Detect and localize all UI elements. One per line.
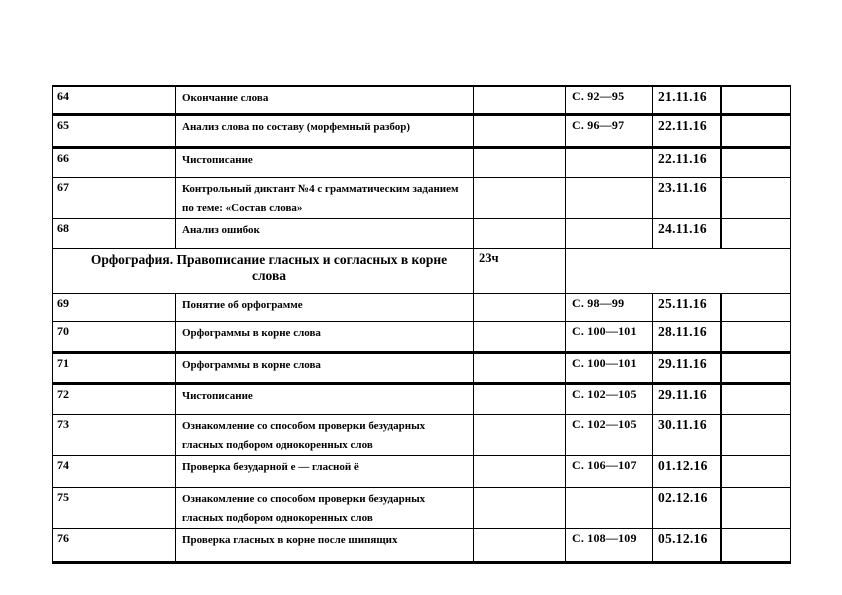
lesson-topic-cell: Анализ ошибок: [175, 217, 474, 249]
notes-empty-cell: [473, 217, 566, 249]
actual-date-empty-cell: [720, 145, 791, 178]
lesson-topic-cell: Ознакомление со способом проверки безуда…: [175, 486, 474, 529]
textbook-pages-cell: С. 92—95: [565, 85, 653, 115]
notes-empty-cell: [473, 85, 566, 115]
notes-empty-cell: [473, 112, 566, 148]
lesson-number-cell: 73: [52, 413, 176, 456]
lesson-topic-cell: Чистописание: [175, 145, 474, 178]
lesson-topic-cell: Контрольный диктант №4 с грамматическим …: [175, 176, 474, 219]
lesson-number-cell: 71: [52, 350, 176, 384]
table-row: 66 Чистописание 22.11.16: [52, 145, 791, 178]
table-row: 67 Контрольный диктант №4 с грамматически…: [52, 176, 791, 219]
planned-date-cell: 05.12.16: [652, 527, 722, 563]
lesson-number-cell: 66: [52, 145, 176, 178]
lesson-topic-cell: Орфограммы в корне слова: [175, 320, 474, 353]
table-row: 64 Окончание слова С. 92—95 21.11.16: [52, 85, 791, 115]
notes-empty-cell: [473, 350, 566, 384]
actual-date-empty-cell: [720, 454, 791, 488]
planned-date-cell: 02.12.16: [652, 486, 722, 529]
table-row: 70 Орфограммы в корне слова С. 100—101 28.1…: [52, 320, 791, 353]
lesson-plan-table: 64 Окончание слова С. 92—95 21.11.16 65 Анали…: [52, 85, 791, 564]
planned-date-cell: 28.11.16: [652, 320, 722, 353]
lesson-number-cell: 75: [52, 486, 176, 529]
notes-empty-cell: [473, 454, 566, 488]
lesson-topic-cell: Понятие об орфограмме: [175, 292, 474, 322]
lesson-topic-cell: Чистописание: [175, 381, 474, 415]
planned-date-cell: 24.11.16: [652, 217, 722, 249]
textbook-pages-cell: [565, 176, 653, 219]
notes-empty-cell: [473, 292, 566, 322]
lesson-number-cell: 76: [52, 527, 176, 563]
actual-date-empty-cell: [720, 527, 791, 563]
planned-date-cell: 21.11.16: [652, 85, 722, 115]
table-row: 76 Проверка гласных в корне после шипящих…: [52, 527, 791, 563]
notes-empty-cell: [473, 176, 566, 219]
notes-empty-cell: [473, 486, 566, 529]
lesson-number-cell: 68: [52, 217, 176, 249]
notes-empty-cell: [473, 527, 566, 563]
actual-date-empty-cell: [720, 176, 791, 219]
table-row: 69 Понятие об орфограмме С. 98—99 25.11.16: [52, 292, 791, 322]
table-row: 68 Анализ ошибок 24.11.16: [52, 217, 791, 249]
section-header-row: Орфография. Правописание гласных и согла…: [52, 247, 791, 294]
lesson-number-cell: 74: [52, 454, 176, 488]
textbook-pages-cell: С. 106—107: [565, 454, 653, 488]
actual-date-empty-cell: [720, 413, 791, 456]
lesson-topic-cell: Проверка гласных в корне после шипящих: [175, 527, 474, 563]
textbook-pages-cell: [565, 217, 653, 249]
table-row: 73 Ознакомление со способом проверки безу…: [52, 413, 791, 456]
lesson-number-cell: 69: [52, 292, 176, 322]
actual-date-empty-cell: [720, 350, 791, 384]
textbook-pages-cell: С. 100—101: [565, 320, 653, 353]
lesson-topic-cell: Окончание слова: [175, 85, 474, 115]
table-row: 74 Проверка безударной е — гласной ё С. 10…: [52, 454, 791, 488]
textbook-pages-cell: [565, 145, 653, 178]
lesson-topic-cell: Ознакомление со способом проверки безуда…: [175, 413, 474, 456]
notes-empty-cell: [473, 413, 566, 456]
actual-date-empty-cell: [720, 486, 791, 529]
textbook-pages-cell: С. 98—99: [565, 292, 653, 322]
notes-empty-cell: [473, 381, 566, 415]
actual-date-empty-cell: [720, 112, 791, 148]
table-row: 72 Чистописание С. 102—105 29.11.16: [52, 381, 791, 415]
planned-date-cell: 30.11.16: [652, 413, 722, 456]
planned-date-cell: 29.11.16: [652, 381, 722, 415]
textbook-pages-cell: С. 108—109: [565, 527, 653, 563]
section-empty-cell: [565, 247, 791, 294]
section-title-cell: Орфография. Правописание гласных и согла…: [52, 247, 474, 294]
planned-date-cell: 23.11.16: [652, 176, 722, 219]
table-row: 65 Анализ слова по составу (морфемный раз…: [52, 112, 791, 148]
planned-date-cell: 25.11.16: [652, 292, 722, 322]
lesson-topic-cell: Анализ слова по составу (морфемный разбо…: [175, 112, 474, 148]
actual-date-empty-cell: [720, 85, 791, 115]
table-row: 71 Орфограммы в корне слова С. 100—101 29.1…: [52, 350, 791, 384]
lesson-topic-cell: Проверка безударной е — гласной ё: [175, 454, 474, 488]
section-hours-cell: 23ч: [473, 247, 566, 294]
actual-date-empty-cell: [720, 292, 791, 322]
lesson-number-cell: 64: [52, 85, 176, 115]
planned-date-cell: 01.12.16: [652, 454, 722, 488]
lesson-topic-cell: Орфограммы в корне слова: [175, 350, 474, 384]
table-row: 75 Ознакомление со способом проверки безу…: [52, 486, 791, 529]
textbook-pages-cell: С. 96—97: [565, 112, 653, 148]
lesson-number-cell: 65: [52, 112, 176, 148]
lesson-number-cell: 70: [52, 320, 176, 353]
lesson-number-cell: 67: [52, 176, 176, 219]
textbook-pages-cell: [565, 486, 653, 529]
textbook-pages-cell: С. 102—105: [565, 413, 653, 456]
actual-date-empty-cell: [720, 217, 791, 249]
actual-date-empty-cell: [720, 320, 791, 353]
actual-date-empty-cell: [720, 381, 791, 415]
planned-date-cell: 22.11.16: [652, 112, 722, 148]
planned-date-cell: 22.11.16: [652, 145, 722, 178]
notes-empty-cell: [473, 320, 566, 353]
planned-date-cell: 29.11.16: [652, 350, 722, 384]
textbook-pages-cell: С. 102—105: [565, 381, 653, 415]
notes-empty-cell: [473, 145, 566, 178]
textbook-pages-cell: С. 100—101: [565, 350, 653, 384]
lesson-number-cell: 72: [52, 381, 176, 415]
